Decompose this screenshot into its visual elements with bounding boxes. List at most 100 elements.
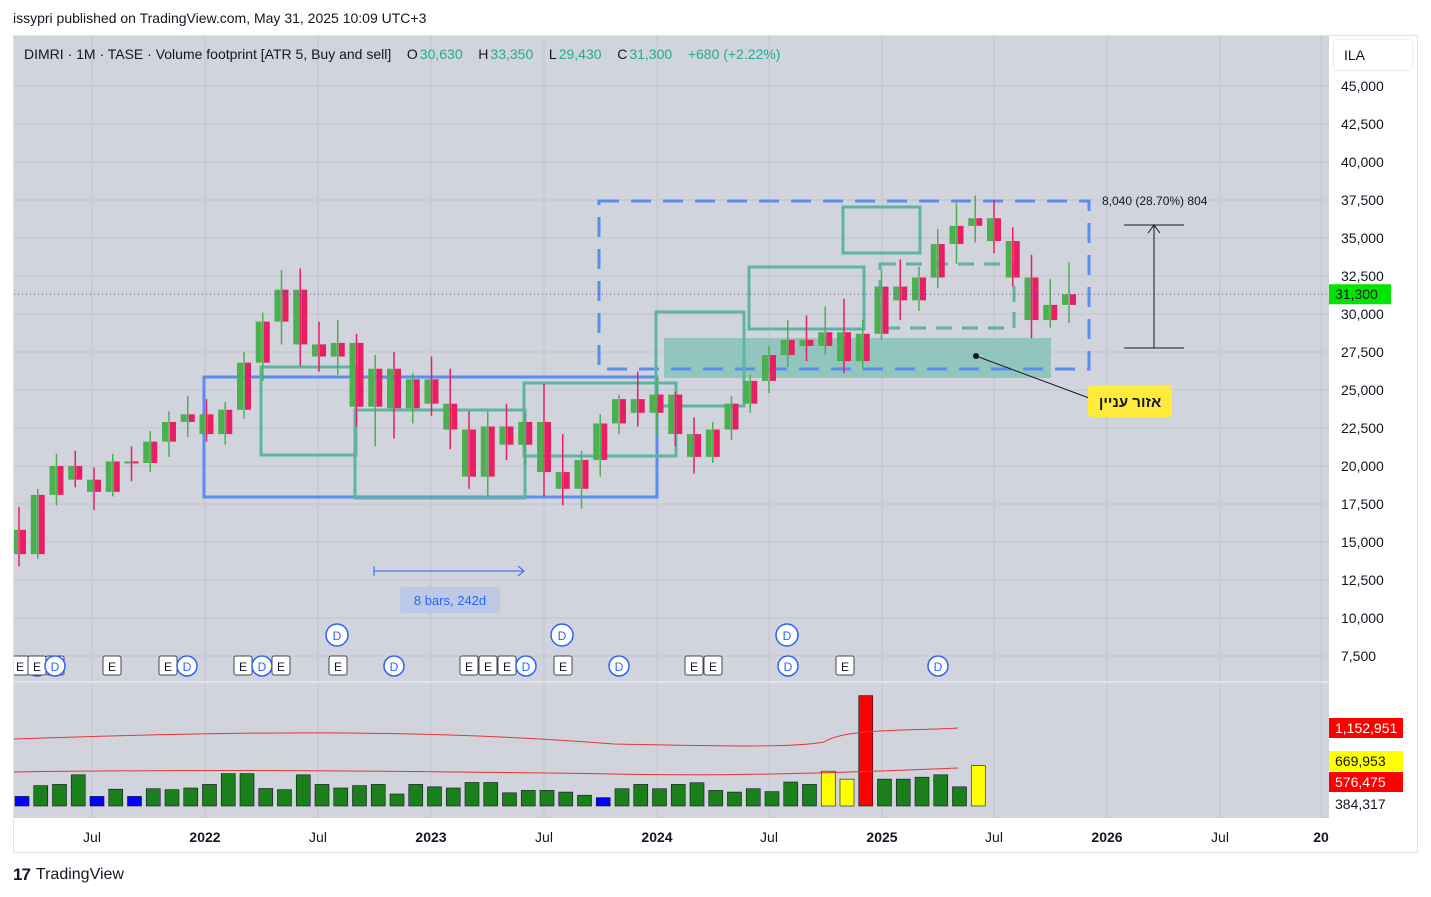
dividend-marker-label: D xyxy=(783,629,792,643)
currency-button[interactable]: ILA xyxy=(1334,40,1412,70)
candle-body-sell xyxy=(620,399,626,424)
candle-body-buy xyxy=(874,286,881,334)
candle-body-sell xyxy=(901,286,908,301)
brand-name[interactable]: TradingView xyxy=(35,866,124,883)
candle-body-sell xyxy=(207,414,214,435)
volume-bar xyxy=(127,796,142,807)
candle-body-sell xyxy=(713,429,720,457)
time-tick-label: Jul xyxy=(760,829,778,845)
price-tick-label: 17,500 xyxy=(1341,496,1384,512)
tradingview-logo-icon[interactable]: 17 xyxy=(13,865,31,884)
volume-bar xyxy=(183,787,199,807)
candle-body-sell xyxy=(582,459,589,489)
volume-bar xyxy=(370,784,386,807)
symbol-info[interactable]: DIMRI · 1M · TASE · Volume footprint [AT… xyxy=(24,46,392,62)
earnings-marker xyxy=(835,655,855,676)
candle-body-sell xyxy=(788,339,795,356)
price-tick-label: 25,000 xyxy=(1341,382,1384,398)
dividend-marker-label: D xyxy=(522,660,531,674)
low-label: L xyxy=(548,46,557,62)
dividend-marker-label: D xyxy=(333,629,342,643)
candle-body-buy xyxy=(368,368,375,407)
dividend-marker xyxy=(775,623,799,647)
volume-value-badge xyxy=(1329,772,1403,792)
candle-body-sell xyxy=(470,429,476,477)
candle-body-buy xyxy=(630,399,637,413)
volume-bar xyxy=(520,790,536,807)
candle-body-buy xyxy=(180,414,187,422)
dividend-marker-label: D xyxy=(558,629,567,643)
volume-bar xyxy=(314,784,330,807)
dividend-marker xyxy=(383,655,405,677)
measure-label: 8,040 (28.70%) 804 xyxy=(1102,194,1208,208)
candle-body-sell xyxy=(20,529,26,555)
earnings-marker xyxy=(459,655,479,676)
earnings-marker xyxy=(703,655,723,676)
dividend-marker xyxy=(325,623,349,647)
earnings-marker-label: E xyxy=(33,660,41,674)
volume-bar xyxy=(70,774,86,807)
earnings-marker-label: E xyxy=(16,660,24,674)
zone-label: אזור עניין xyxy=(1099,394,1161,411)
candle-body-buy xyxy=(574,459,581,489)
candle-body-sell xyxy=(320,344,326,357)
candle-body-sell xyxy=(826,332,833,346)
candle-body-sell xyxy=(263,321,270,363)
dividend-marker xyxy=(176,655,198,677)
candle-body-buy xyxy=(1043,304,1050,321)
candle-body-buy xyxy=(124,461,131,464)
volume-bar xyxy=(202,784,217,807)
open-value: 30,630 xyxy=(419,46,463,62)
candle-body-buy xyxy=(555,472,562,489)
earnings-marker xyxy=(328,655,348,676)
earnings-marker-label: E xyxy=(277,660,285,674)
earnings-marker xyxy=(684,655,704,676)
earnings-marker-label: E xyxy=(334,660,342,674)
time-tick-label: 2023 xyxy=(415,829,446,845)
candle-body-buy xyxy=(330,342,337,357)
publish-line: issypri published on TradingView.com, Ma… xyxy=(13,10,427,26)
candle-body-sell xyxy=(282,289,289,322)
chart-frame[interactable]: 45,000 42,500 40,000 37,500 35,000 32,500 30,0… xyxy=(13,35,1418,853)
time-tick-label: 20 xyxy=(1313,829,1329,845)
candle-body-sell xyxy=(95,479,101,492)
callout-line xyxy=(975,355,1090,399)
close-label: C xyxy=(617,46,628,62)
volume-bar xyxy=(914,776,930,807)
candle-body-sell xyxy=(657,394,664,413)
chart-canvas[interactable]: 45,000 42,500 40,000 37,500 35,000 32,500 30,0… xyxy=(14,36,1418,853)
candle-body-buy xyxy=(349,342,356,407)
price-tick-label: 32,500 xyxy=(1341,268,1384,284)
volume-bar xyxy=(670,784,686,807)
high-label: H xyxy=(478,46,489,62)
current-price-label: 31,300 xyxy=(1335,286,1378,302)
volume-bar xyxy=(408,784,424,807)
candle-body-sell xyxy=(638,399,645,413)
candle-body-buy xyxy=(443,403,450,430)
candle-body-buy xyxy=(1024,277,1031,321)
dividend-marker-label: D xyxy=(784,660,793,674)
candle-body-buy xyxy=(799,339,806,346)
candle-body-sell xyxy=(488,426,495,477)
price-tick-label: 35,000 xyxy=(1341,230,1384,246)
price-tick-label: 40,000 xyxy=(1341,154,1384,170)
volume-bar xyxy=(708,790,724,807)
candle-body-buy xyxy=(724,403,731,430)
candle-body-buy xyxy=(593,423,600,460)
volume-bar xyxy=(895,778,911,807)
volume-bar xyxy=(389,793,405,807)
earnings-marker-label: E xyxy=(465,660,473,674)
time-tick-label: Jul xyxy=(83,829,101,845)
volume-bar xyxy=(145,788,161,807)
time-tick-label: 2024 xyxy=(641,829,672,845)
earnings-marker xyxy=(478,655,498,676)
candle-body-sell xyxy=(132,461,139,464)
dividend-marker-label: D xyxy=(390,660,399,674)
candle-body-sell xyxy=(995,218,1001,242)
dividend-marker xyxy=(927,655,949,677)
candle-body-buy xyxy=(405,379,412,409)
candle-body-sell xyxy=(563,472,570,489)
candle-body-buy xyxy=(255,321,262,363)
candle-body-buy xyxy=(612,399,618,424)
current-price-badge xyxy=(1329,284,1391,305)
